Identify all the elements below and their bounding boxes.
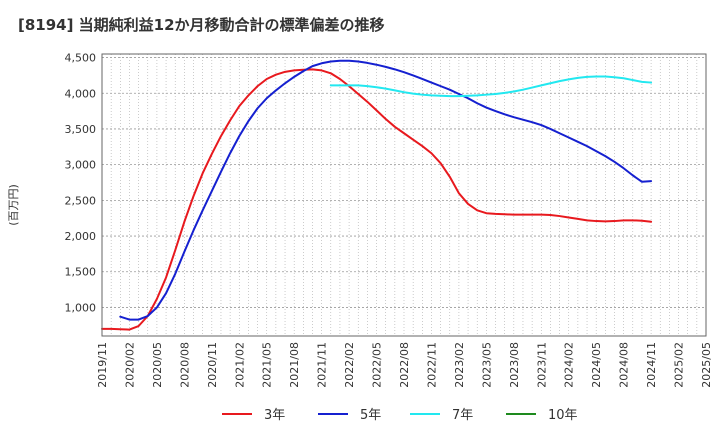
y-tick-label: 1,000	[65, 301, 97, 314]
legend-label: 10年	[548, 408, 578, 423]
x-tick-label: 2024/11	[645, 342, 658, 388]
series-line-0	[101, 68, 653, 331]
y-tick-label: 4,500	[65, 52, 97, 65]
x-tick-label: 2022/02	[343, 342, 356, 388]
x-tick-label: 2022/08	[398, 342, 411, 388]
x-tick-label: 2020/08	[178, 342, 191, 388]
x-tick-label: 2024/02	[563, 342, 576, 388]
y-tick-label: 4,000	[65, 87, 97, 100]
series-lines	[101, 59, 653, 331]
x-tick-label: 2021/11	[316, 342, 329, 388]
legend-label: 3年	[264, 408, 285, 423]
x-tick-label: 2022/11	[425, 342, 438, 388]
x-tick-label: 2019/11	[96, 342, 109, 388]
x-axis: 2019/11 2020/02 2020/05 2020/08 2020/11 2021/…	[96, 342, 713, 388]
legend-item-3: 10年	[506, 408, 578, 423]
legend-label: 7年	[452, 408, 473, 423]
legend-item-0: 3年	[222, 408, 285, 423]
chart-title: [8194] 当期純利益12か月移動合計の標準偏差の推移	[18, 16, 385, 34]
x-tick-label: 2023/05	[480, 342, 493, 388]
legend-item-1: 5年	[318, 408, 381, 423]
x-tick-label: 2021/08	[288, 342, 301, 388]
grid	[102, 54, 706, 336]
x-tick-label: 2022/05	[371, 342, 384, 388]
x-tick-label: 2024/05	[590, 342, 603, 388]
legend-item-2: 7年	[410, 408, 473, 423]
x-tick-label: 2023/11	[535, 342, 548, 388]
x-tick-label: 2023/02	[453, 342, 466, 388]
y-tick-label: 2,000	[65, 230, 97, 243]
y-tick-label: 3,000	[65, 159, 97, 172]
series-line-2	[329, 75, 653, 98]
x-tick-label: 2020/11	[206, 342, 219, 388]
y-axis: 1,000 1,500 2,000 2,500 3,000 3,500 4,000 4,500	[65, 52, 97, 315]
x-tick-label: 2025/02	[673, 342, 686, 388]
legend: 3年 5年 7年 10年	[222, 408, 578, 423]
series-line-1	[119, 59, 653, 321]
plot-frame	[101, 53, 707, 337]
legend-label: 5年	[360, 408, 381, 423]
x-tick-label: 2025/05	[700, 342, 713, 388]
x-tick-label: 2021/02	[233, 342, 246, 388]
y-axis-label: (百万円)	[7, 184, 20, 226]
x-tick-label: 2020/02	[123, 342, 136, 388]
x-tick-label: 2023/08	[508, 342, 521, 388]
y-tick-label: 3,500	[65, 123, 97, 136]
x-tick-label: 2024/08	[618, 342, 631, 388]
y-tick-label: 2,500	[65, 194, 97, 207]
x-tick-label: 2021/05	[261, 342, 274, 388]
x-tick-label: 2020/05	[151, 342, 164, 388]
y-tick-label: 1,500	[65, 266, 97, 279]
